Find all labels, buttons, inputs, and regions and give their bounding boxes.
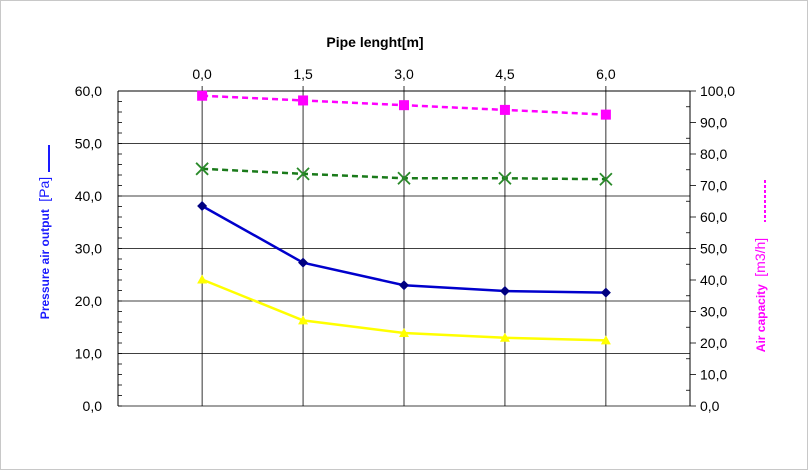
tick-labels: 0,0 1,5 3,0 4,5 6,0 0,0 10,0 20,0 30,0 40,0 50,0 60… bbox=[75, 66, 735, 414]
series-point-2 bbox=[600, 109, 611, 120]
series-point-3 bbox=[397, 171, 411, 185]
y-right-tick-label: 60,0 bbox=[700, 209, 727, 225]
y-left-tick-label: 0,0 bbox=[83, 398, 103, 414]
x-axis-title: Pipe lenght[m] bbox=[326, 34, 423, 50]
y-right-tick-label: 10,0 bbox=[700, 367, 727, 383]
x-tick-label: 1,5 bbox=[293, 66, 313, 82]
series-point-1 bbox=[197, 274, 208, 284]
y-right-tick-label: 40,0 bbox=[700, 272, 727, 288]
series-point-2 bbox=[499, 104, 510, 115]
y-left-tick-label: 10,0 bbox=[75, 346, 102, 362]
axes bbox=[117, 86, 696, 407]
y-right-tick-label: 100,0 bbox=[700, 83, 735, 99]
series-point-3 bbox=[296, 167, 310, 181]
y-axis-right-title: Air capacity [m3/h] bbox=[752, 238, 769, 352]
series-point-0 bbox=[197, 200, 208, 211]
y-right-tick-label: 80,0 bbox=[700, 146, 727, 162]
x-tick-label: 3,0 bbox=[394, 66, 414, 82]
y-axis-right-title-unit: [m3/h] bbox=[752, 238, 768, 277]
y-left-tick-label: 60,0 bbox=[75, 83, 102, 99]
series-layer bbox=[195, 90, 613, 345]
series-point-3 bbox=[195, 162, 209, 176]
y-right-tick-label: 50,0 bbox=[700, 241, 727, 257]
series-point-1 bbox=[600, 335, 611, 345]
series-point-2 bbox=[298, 95, 309, 106]
x-tick-label: 4,5 bbox=[495, 66, 515, 82]
y-left-tick-label: 50,0 bbox=[75, 136, 102, 152]
grid bbox=[118, 90, 690, 407]
y-right-tick-label: 90,0 bbox=[700, 115, 727, 131]
x-tick-label: 0,0 bbox=[192, 66, 212, 82]
y-axis-left-title-unit: [Pa] bbox=[36, 177, 52, 202]
series-point-0 bbox=[298, 257, 309, 268]
y-right-tick-label: 0,0 bbox=[700, 398, 720, 414]
series-point-0 bbox=[399, 280, 409, 291]
y-right-tick-label: 20,0 bbox=[700, 335, 727, 351]
y-left-tick-label: 20,0 bbox=[75, 293, 102, 309]
y-right-tick-label: 30,0 bbox=[700, 304, 727, 320]
series-point-0 bbox=[499, 286, 510, 297]
series-point-1 bbox=[399, 328, 409, 338]
series-point-3 bbox=[599, 172, 613, 186]
series-point-1 bbox=[298, 315, 309, 325]
series-point-0 bbox=[600, 287, 611, 298]
x-tick-label: 6,0 bbox=[596, 66, 616, 82]
series-point-1 bbox=[499, 332, 510, 342]
y-right-tick-label: 70,0 bbox=[700, 178, 727, 194]
series-point-3 bbox=[498, 171, 512, 185]
y-axis-right-title-text: Air capacity bbox=[754, 284, 768, 352]
series-point-2 bbox=[399, 100, 409, 111]
y-axis-left-title-text: Pressure air output bbox=[38, 209, 52, 319]
y-axis-left-title: Pressure air output [Pa] bbox=[36, 177, 53, 319]
y-left-tick-label: 40,0 bbox=[75, 188, 102, 204]
y-left-tick-label: 30,0 bbox=[75, 241, 102, 257]
series-point-2 bbox=[197, 90, 208, 101]
